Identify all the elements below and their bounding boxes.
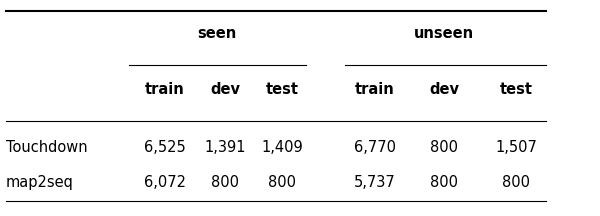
Text: map2seq: map2seq [6,175,74,190]
Text: seen: seen [197,26,237,41]
Text: 1,507: 1,507 [495,140,537,155]
Text: test: test [499,82,533,97]
Text: 800: 800 [211,175,239,190]
Text: 6,525: 6,525 [144,140,186,155]
Text: train: train [145,82,185,97]
Text: test: test [265,82,299,97]
Text: unseen: unseen [414,26,474,41]
Text: dev: dev [210,82,240,97]
Text: dev: dev [429,82,459,97]
Text: 6,072: 6,072 [144,175,186,190]
Text: 1,391: 1,391 [204,140,246,155]
Text: 6,770: 6,770 [354,140,396,155]
Text: train: train [355,82,395,97]
Text: Touchdown: Touchdown [6,140,88,155]
Text: 800: 800 [430,140,458,155]
Text: 800: 800 [268,175,296,190]
Text: 1,409: 1,409 [261,140,303,155]
Text: 800: 800 [502,175,530,190]
Text: 5,737: 5,737 [354,175,396,190]
Text: 800: 800 [430,175,458,190]
